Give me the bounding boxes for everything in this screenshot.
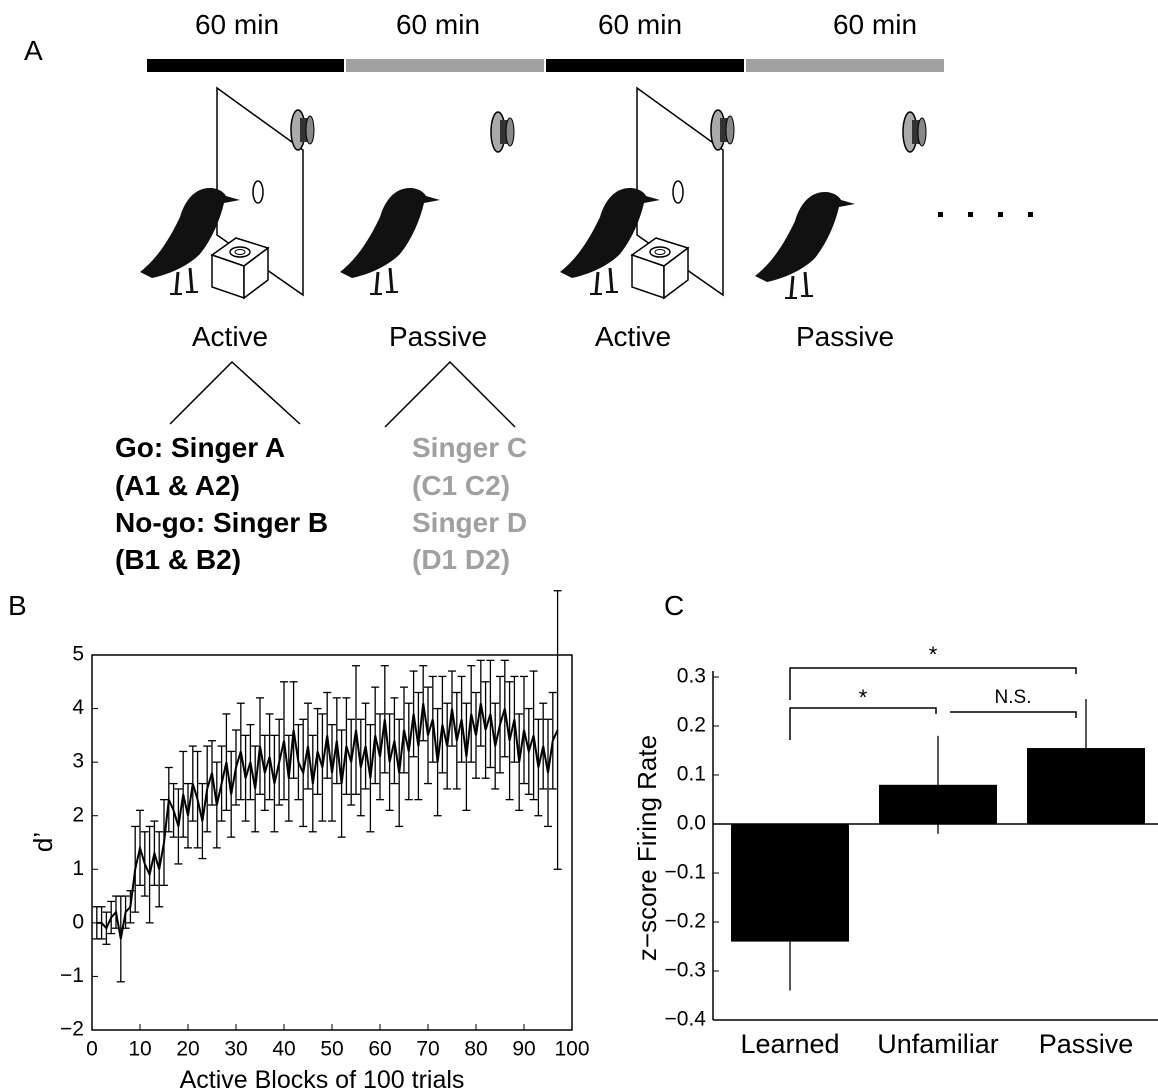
timeline-passive (746, 59, 944, 72)
y-axis-label: z−score Firing Rate (632, 735, 662, 961)
y-tick-label: 5 (72, 643, 84, 666)
x-tick-label: 50 (320, 1038, 343, 1061)
x-tick-label: 40 (272, 1038, 295, 1061)
branch-lines (169, 360, 516, 428)
timeline-active (546, 59, 744, 72)
y-tick-label: −0.4 (665, 1008, 707, 1031)
significance-bracket (950, 711, 1077, 718)
stimulus: (A1 & A2) (115, 470, 240, 501)
x-tick-label: 100 (554, 1038, 589, 1061)
y-tick-label: 0 (72, 910, 84, 933)
duration: 60 min (598, 9, 682, 40)
timeline-passive (346, 59, 544, 72)
stimulus: Singer D (412, 507, 527, 538)
speaker (902, 111, 927, 153)
y-tick-label: 0.3 (677, 665, 706, 688)
y-axis-label: d’ (28, 832, 58, 852)
y-tick-label: 0.0 (677, 812, 706, 835)
x-tick-label: 30 (224, 1038, 247, 1061)
speaker (490, 111, 515, 153)
stimulus: (B1 & B2) (115, 544, 241, 575)
bird (753, 190, 857, 300)
x-tick-label: Learned (740, 1029, 839, 1059)
x-tick-label: Passive (1039, 1029, 1134, 1059)
phase-label: Passive (389, 321, 487, 352)
speaker (290, 109, 315, 151)
y-tick-label: −0.3 (665, 959, 706, 982)
apparatus (211, 87, 304, 299)
x-tick-label: Unfamiliar (877, 1029, 999, 1059)
stimulus: Go: Singer A (115, 432, 285, 463)
x-tick-label: 10 (128, 1038, 151, 1061)
y-tick-label: 0.2 (677, 714, 706, 737)
stimulus: (C1 C2) (412, 470, 510, 501)
duration: 60 min (195, 9, 279, 40)
y-tick-label: 2 (72, 803, 84, 826)
x-axis-label: Active Blocks of 100 trials (180, 1066, 465, 1091)
apparatus (631, 87, 724, 299)
x-tick-label: 90 (512, 1038, 535, 1061)
x-tick-label: 70 (416, 1038, 439, 1061)
y-tick-label: −1 (60, 964, 84, 987)
significance-label: N.S. (995, 687, 1032, 708)
y-tick-label: 1 (72, 857, 84, 880)
y-tick-label: 3 (72, 750, 84, 773)
panel-label: C (664, 590, 684, 621)
data-line (96, 703, 559, 940)
stimulus: No-go: Singer B (115, 507, 328, 538)
y-tick-label: −0.2 (665, 910, 706, 933)
phase-label: Active (192, 321, 268, 352)
y-tick-label: 0.1 (677, 763, 706, 786)
x-tick-label: 80 (464, 1038, 487, 1061)
significance-bracket (789, 667, 1077, 700)
bird (338, 186, 442, 296)
y-tick-label: −2 (60, 1018, 84, 1041)
stimulus: (D1 D2) (412, 544, 510, 575)
y-tick-label: 4 (72, 696, 84, 719)
panel-label: B (8, 590, 27, 621)
timeline-active (147, 59, 344, 72)
y-tick-label: −0.1 (665, 861, 706, 884)
speaker (710, 109, 735, 151)
duration: 60 min (833, 9, 917, 40)
phase-label: Passive (796, 321, 894, 352)
x-tick-label: 0 (86, 1038, 98, 1061)
phase-label: Active (595, 321, 671, 352)
ellipsis (938, 212, 1033, 217)
panel-label: A (24, 35, 43, 66)
x-tick-label: 20 (176, 1038, 199, 1061)
significance-bracket (789, 707, 937, 740)
stimulus: Singer C (412, 432, 527, 463)
duration: 60 min (396, 9, 480, 40)
significance-label: * (929, 642, 938, 667)
x-tick-label: 60 (368, 1038, 391, 1061)
significance-label: * (859, 685, 868, 710)
